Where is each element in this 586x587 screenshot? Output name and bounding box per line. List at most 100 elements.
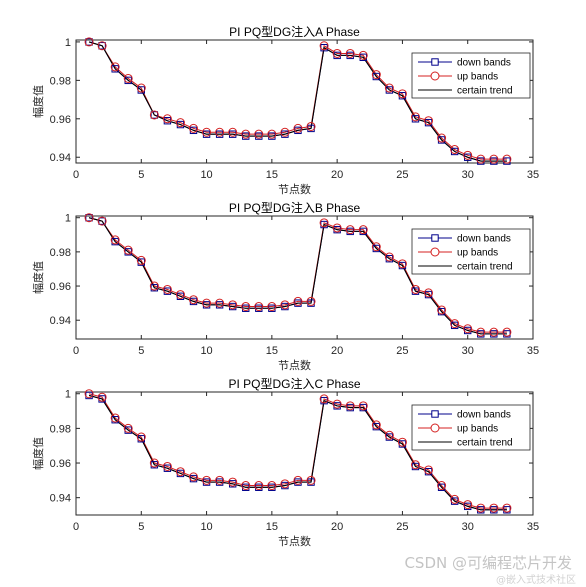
- data-point-circle: [267, 129, 277, 139]
- subplot-3: 0 5 10 15 20 25 30 35 0.94 0.96 0.98 1 PI PQ型DG注入C P…: [31, 376, 539, 548]
- data-point-circle: [502, 154, 512, 164]
- data-point-circle: [241, 129, 251, 139]
- data-point-circle: [215, 475, 225, 485]
- data-point-square: [85, 391, 93, 400]
- data-point-circle: [123, 73, 133, 83]
- series-line-certain-trend: [88, 217, 507, 335]
- series-group: [88, 41, 507, 162]
- y-tick-label: 0.96: [50, 458, 71, 470]
- data-point-square: [503, 330, 511, 338]
- data-point-square: [163, 287, 172, 295]
- data-point-circle: [463, 150, 473, 160]
- x-tick-label: 35: [527, 169, 539, 181]
- data-point-square: [450, 321, 459, 330]
- data-point-square: [464, 502, 472, 511]
- data-point-circle: [371, 420, 381, 430]
- data-point-circle: [123, 245, 133, 255]
- subplot-1: 0 5 10 15 20 25 30 35 0.94 0.96 0.98 1 PI PQ型DG注入A P…: [31, 24, 539, 196]
- data-point-circle: [502, 327, 512, 337]
- data-point-circle: [358, 50, 368, 60]
- series-line-certain-trend: [88, 41, 507, 162]
- data-point-circle: [476, 327, 486, 337]
- data-point-square: [98, 42, 106, 50]
- x-tick-label: 25: [396, 169, 408, 181]
- data-point-circle: [280, 127, 290, 137]
- data-point-circle: [306, 296, 316, 306]
- data-point-square: [464, 326, 472, 335]
- data-point-square: [268, 304, 276, 312]
- y-tick-label: 0.98: [50, 75, 71, 87]
- data-point-circle: [345, 48, 355, 58]
- data-point-circle: [123, 423, 133, 433]
- data-point-circle: [410, 112, 420, 122]
- x-axis-label: 节点数: [278, 359, 311, 372]
- x-tick-label: 20: [331, 345, 343, 357]
- data-point-circle: [293, 475, 303, 485]
- data-point-circle: [424, 116, 434, 126]
- y-tick-label: 0.94: [50, 493, 71, 505]
- data-point-square: [346, 403, 354, 412]
- data-point-square: [124, 426, 132, 434]
- data-point-circle: [175, 467, 185, 477]
- data-point-square: [111, 237, 119, 246]
- data-point-circle: [149, 110, 159, 120]
- data-point-circle: [397, 89, 407, 99]
- data-point-circle: [267, 302, 277, 312]
- data-point-square: [228, 302, 237, 311]
- data-point-circle: [202, 127, 212, 137]
- data-point-circle: [358, 401, 368, 411]
- data-point-square: [411, 287, 420, 295]
- data-point-circle: [424, 288, 434, 298]
- data-point-square: [424, 467, 433, 476]
- legend-label: up bands: [457, 72, 498, 83]
- data-point-square: [307, 299, 315, 307]
- data-point-circle: [384, 252, 394, 262]
- x-tick-label: 0: [73, 521, 79, 533]
- data-point-circle: [228, 300, 238, 310]
- data-point-circle: [97, 41, 107, 51]
- data-point-circle: [358, 225, 368, 235]
- data-point-circle: [110, 235, 120, 245]
- x-tick-label: 5: [138, 169, 144, 181]
- x-tick-label: 15: [266, 521, 278, 533]
- data-point-square: [255, 304, 263, 312]
- data-point-square: [477, 330, 485, 338]
- x-tick-label: 35: [527, 521, 539, 533]
- data-point-circle: [228, 477, 238, 487]
- data-point-circle: [450, 494, 460, 504]
- data-point-square: [215, 478, 224, 486]
- data-point-circle: [254, 302, 264, 312]
- data-point-circle: [84, 213, 94, 223]
- data-point-circle: [332, 223, 342, 233]
- legend-label: down bands: [457, 410, 511, 421]
- data-point-square: [189, 474, 198, 483]
- data-point-circle: [332, 48, 342, 58]
- data-point-circle: [345, 401, 355, 411]
- legend-label: certain trend: [457, 262, 513, 273]
- data-point-circle: [293, 123, 303, 133]
- data-point-square: [333, 225, 341, 234]
- data-point-square: [137, 435, 145, 443]
- data-point-square: [307, 478, 315, 486]
- x-tick-label: 30: [462, 345, 474, 357]
- data-point-circle: [319, 41, 329, 51]
- x-axis-label: 节点数: [278, 535, 311, 548]
- y-tick-label: 1: [65, 213, 71, 225]
- data-point-square: [137, 258, 145, 266]
- data-point-square: [85, 214, 93, 222]
- x-tick-label: 0: [73, 169, 79, 181]
- data-point-circle: [110, 413, 120, 423]
- chart-title: PI PQ型DG注入C Phase: [228, 376, 360, 391]
- x-tick-label: 10: [200, 521, 212, 533]
- data-point-circle: [84, 37, 94, 47]
- series-line-certain-trend: [88, 394, 507, 511]
- data-point-square: [398, 440, 407, 448]
- data-point-square: [411, 462, 420, 471]
- data-point-square: [359, 403, 367, 412]
- data-point-circle: [502, 503, 512, 513]
- data-point-square: [202, 301, 211, 309]
- x-tick-label: 30: [462, 521, 474, 533]
- x-tick-label: 20: [331, 521, 343, 533]
- data-point-square: [333, 402, 341, 410]
- data-point-square: [450, 497, 459, 505]
